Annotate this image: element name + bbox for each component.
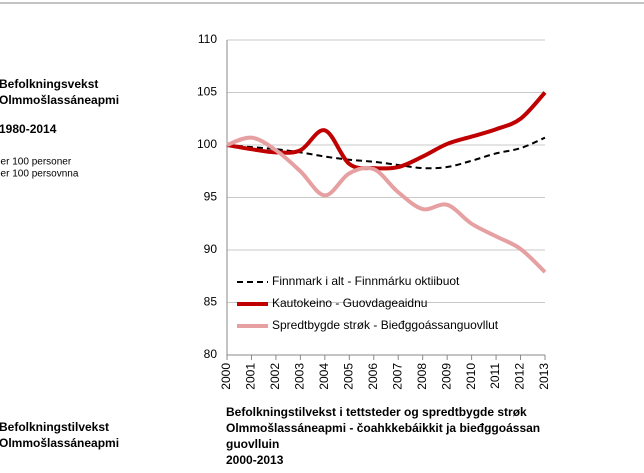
side-unit: per 100 persovnna (0, 169, 79, 180)
x-tick-label: 2001 (244, 363, 258, 390)
x-tick-label: 2008 (415, 363, 429, 390)
legend-label: Kautokeino - Guovdageaidnu (272, 296, 427, 310)
y-tick-label: 80 (204, 347, 218, 361)
x-tick-label: 2012 (513, 363, 527, 390)
x-tick-label: 2009 (439, 363, 453, 390)
legend-label: Spredtbygde strøk - Bieđggoássanguovllut (272, 318, 499, 332)
chart-title: Olmmošlassáneapmi - čoahkkebáikkit ja bi… (226, 421, 540, 435)
side-heading: 1980-2014 (0, 122, 57, 136)
x-tick-label: 2006 (366, 363, 380, 390)
side-heading: Befolkningsvekst (0, 77, 98, 91)
y-tick-label: 95 (204, 190, 218, 204)
series-line (226, 135, 547, 274)
x-tick-label: 2005 (341, 363, 355, 390)
x-tick-label: 2010 (464, 363, 478, 390)
y-tick-label: 105 (197, 85, 217, 99)
y-tick-label: 85 (204, 295, 218, 309)
side-unit: per 100 personer (0, 157, 72, 168)
chart-title: guovlluin (226, 437, 279, 451)
x-tick-label: 2011 (488, 363, 502, 389)
y-tick-label: 110 (198, 32, 217, 46)
side-heading: Befolkningstilvekst (0, 420, 109, 434)
y-tick-label: 90 (204, 242, 218, 256)
side-heading: Olmmošlassáneapmi (0, 93, 119, 107)
chart-title: 2000-2013 (226, 453, 284, 467)
x-tick-label: 2004 (317, 363, 331, 390)
legend-label: Finnmark i alt - Finnmárku oktiibuot (272, 274, 460, 288)
y-tick-label: 100 (197, 137, 217, 151)
x-tick-label: 2003 (293, 363, 307, 390)
x-tick-label: 2007 (390, 363, 404, 390)
series-line (226, 91, 547, 171)
x-tick-label: 2013 (537, 363, 551, 390)
chart-title: Befolkningstilvekst i tettsteder og spre… (226, 405, 527, 419)
x-tick-label: 2002 (268, 363, 282, 390)
side-heading: Olmmošlassáneapmi (0, 436, 119, 450)
x-tick-label: 2000 (219, 363, 233, 390)
